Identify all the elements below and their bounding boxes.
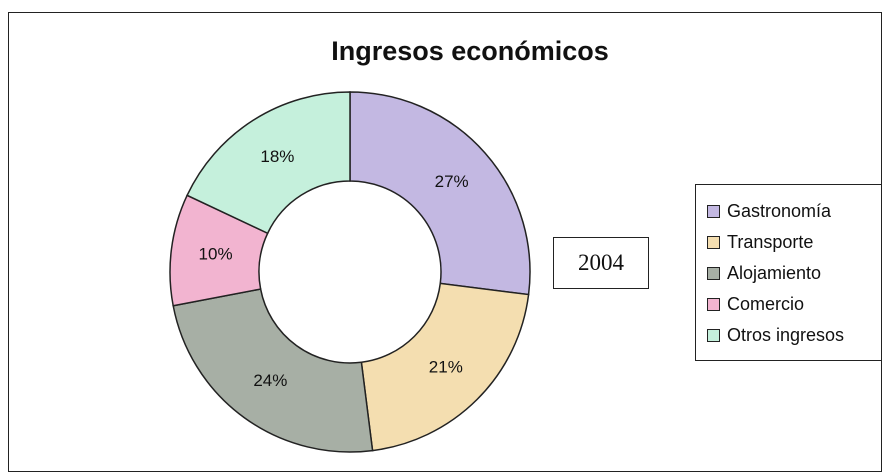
doughnut-slice-gastronom-a	[349, 91, 531, 296]
legend-item: Transporte	[696, 227, 881, 258]
legend-label: Alojamiento	[727, 263, 822, 283]
legend-label: Otros ingresos	[727, 325, 845, 345]
doughnut-chart: 27% 21% 24% 10% 18%	[169, 91, 531, 453]
slice-percent-label: 27%	[435, 172, 469, 191]
slice-percent-label: 24%	[253, 371, 287, 390]
legend-label: Transporte	[727, 232, 814, 252]
doughnut-slice-alojamiento	[172, 288, 374, 453]
legend-swatch	[707, 298, 720, 311]
slice-percent-label: 18%	[260, 147, 294, 166]
legend-item: Gastronomía	[696, 196, 881, 227]
slice-percent-label: 21%	[429, 357, 463, 376]
legend-item: Comercio	[696, 289, 881, 320]
legend: Gastronomía Transporte Alojamiento Comer…	[695, 184, 881, 361]
legend-label: Comercio	[727, 294, 805, 314]
doughnut-slice-otros-ingresos	[186, 91, 351, 235]
slice-percent-label: 10%	[199, 245, 233, 264]
legend-swatch	[707, 205, 720, 218]
legend-item: Otros ingresos	[696, 320, 881, 351]
legend-swatch	[707, 267, 720, 280]
legend-label: Gastronomía	[727, 201, 832, 221]
year-label: 2004	[553, 237, 649, 289]
legend-item: Alojamiento	[696, 258, 881, 289]
legend-swatch	[707, 329, 720, 342]
legend-swatch	[707, 236, 720, 249]
doughnut-slice-transporte	[360, 282, 530, 452]
chart-title: Ingresos económicos	[331, 36, 609, 66]
